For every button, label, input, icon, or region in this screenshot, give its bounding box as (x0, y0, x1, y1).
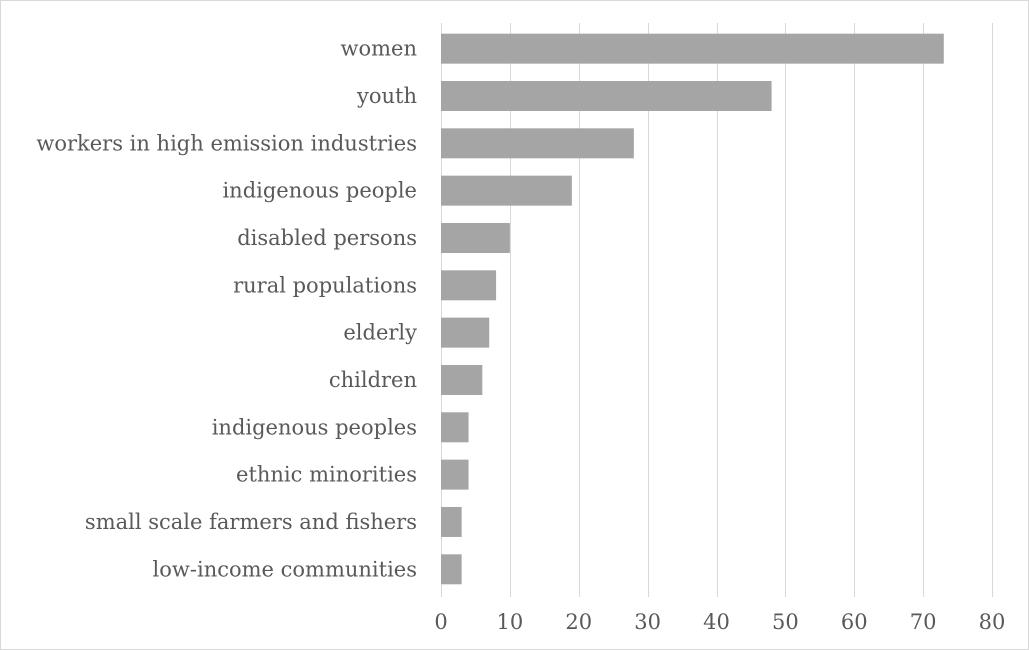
x-tick-label-20: 20 (565, 610, 592, 634)
bar-children (441, 364, 483, 395)
bar-youth (441, 80, 772, 111)
bar-indigenous-peoples (441, 412, 469, 443)
x-tick-label-50: 50 (772, 610, 799, 634)
category-label-rural-populations: rural populations (233, 273, 417, 297)
x-tick-labels: 0 10 20 30 40 50 60 70 80 (434, 610, 1005, 634)
bar-indigenous-people (441, 175, 572, 206)
category-label-workers-in-high-emission-industries: workers in high emission industries (36, 131, 417, 155)
bar-workers-in-high-emission-industries (441, 128, 634, 159)
gridlines (441, 23, 993, 597)
category-label-elderly: elderly (343, 321, 417, 345)
x-tick-label-0: 0 (434, 610, 447, 634)
x-tick-label-40: 40 (703, 610, 730, 634)
category-label-low-income-communities: low-income communities (153, 557, 417, 581)
bar-low-income-communities (441, 554, 462, 585)
bar-elderly (441, 317, 490, 348)
category-label-disabled-persons: disabled persons (237, 226, 417, 250)
category-label-children: children (329, 368, 417, 392)
category-label-women: women (341, 37, 417, 61)
category-labels: women youth workers in high emission indus… (36, 37, 417, 582)
bar-rural-populations (441, 270, 497, 301)
bar-small-scale-farmers-and-fishers (441, 506, 462, 537)
x-tick-label-10: 10 (497, 610, 524, 634)
category-label-indigenous-people: indigenous people (222, 179, 417, 203)
bars (441, 33, 944, 585)
x-tick-label-80: 80 (979, 610, 1006, 634)
category-label-ethnic-minorities: ethnic minorities (236, 463, 417, 487)
x-tick-label-60: 60 (841, 610, 868, 634)
category-label-youth: youth (356, 84, 417, 108)
category-label-small-scale-farmers-and-fishers: small scale farmers and fishers (85, 510, 417, 534)
category-label-indigenous-peoples: indigenous peoples (212, 415, 417, 439)
x-tick-label-70: 70 (910, 610, 937, 634)
bar-disabled-persons (441, 222, 510, 253)
bar-women (441, 33, 944, 64)
bar-ethnic-minorities (441, 459, 469, 490)
x-tick-label-30: 30 (634, 610, 661, 634)
